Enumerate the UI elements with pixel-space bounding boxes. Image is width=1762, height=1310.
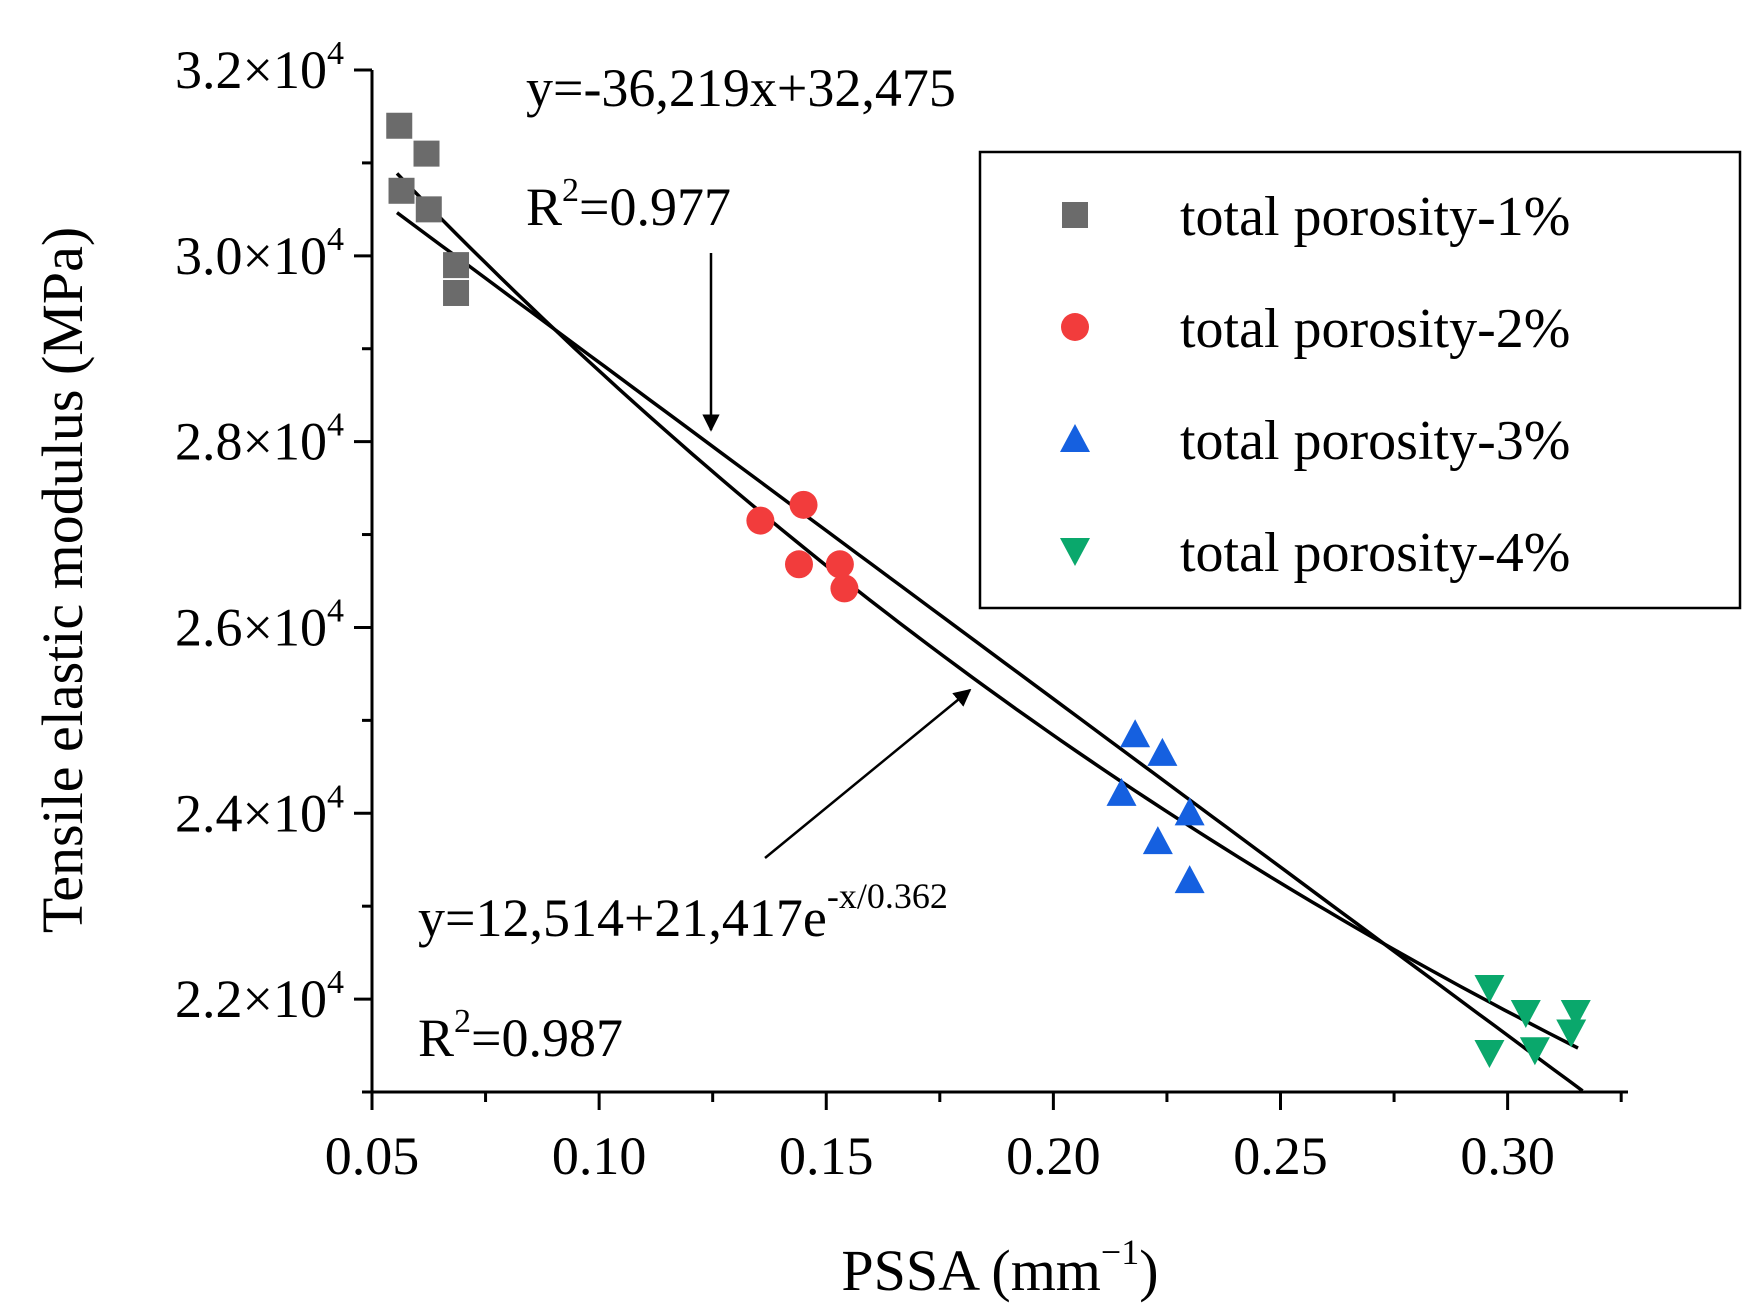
legend-items: total porosity-1% total porosity-2% total … xyxy=(1060,186,1570,584)
data-point-series-2 xyxy=(789,490,818,519)
exp-fit-equation: y=12,514+21,417e-x/0.362 xyxy=(418,876,948,948)
x-tick-label: 0.25 xyxy=(1233,1126,1328,1186)
data-point-series-1 xyxy=(443,252,470,279)
x-tick-label: 0.20 xyxy=(1006,1126,1101,1186)
y-tick-label: 3.2×104 xyxy=(175,35,344,100)
data-point-series-3 xyxy=(1120,719,1151,748)
x-tick-label: 0.30 xyxy=(1460,1126,1555,1186)
data-point-series-2 xyxy=(825,550,854,579)
y-tick-label: 2.8×104 xyxy=(175,407,344,472)
data-point-series-2 xyxy=(830,574,859,603)
data-points xyxy=(386,112,1591,1068)
legend-marker-4 xyxy=(1060,538,1090,566)
y-tick-label: 2.2×104 xyxy=(175,964,344,1029)
exp-fit-arrow xyxy=(764,688,972,859)
linear-fit-equation: y=-36,219x+32,475 xyxy=(526,58,956,118)
data-point-series-4 xyxy=(1556,1019,1587,1048)
x-axis-ticks: 0.05 0.10 0.15 0.20 0.25 0.30 xyxy=(325,1092,1623,1186)
data-point-series-3 xyxy=(1174,797,1205,826)
legend-label-1: total porosity-1% xyxy=(1180,186,1570,248)
data-point-series-1 xyxy=(386,112,413,139)
fit-lines xyxy=(395,172,1584,1093)
data-point-series-1 xyxy=(443,279,470,306)
x-axis-title: PSSA (mm−1) xyxy=(841,1232,1158,1303)
legend-label-3: total porosity-3% xyxy=(1180,410,1570,472)
data-point-series-2 xyxy=(784,550,813,579)
data-point-series-3 xyxy=(1147,737,1178,766)
data-point-series-4 xyxy=(1474,1039,1505,1068)
legend-box xyxy=(978,150,1742,610)
x-tick-label: 0.10 xyxy=(552,1126,647,1186)
data-point-series-4 xyxy=(1519,1037,1550,1066)
data-point-series-4 xyxy=(1474,974,1505,1003)
y-axis-title: Tensile elastic modulus (MPa) xyxy=(30,227,95,933)
x-tick-label: 0.15 xyxy=(779,1126,874,1186)
axes xyxy=(370,70,1628,1094)
data-point-series-2 xyxy=(746,506,775,535)
data-point-series-1 xyxy=(413,140,440,167)
linear-fit-r2: R2=0.977 xyxy=(526,172,731,237)
data-point-series-4 xyxy=(1560,1000,1591,1029)
y-tick-label: 2.4×104 xyxy=(175,778,344,843)
legend-marker-1 xyxy=(1062,202,1088,228)
legend: total porosity-1% total porosity-2% total … xyxy=(978,150,1742,610)
y-tick-label: 2.6×104 xyxy=(175,592,344,657)
x-tick-label: 0.05 xyxy=(325,1126,420,1186)
exp-fit-r2: R2=0.987 xyxy=(418,1003,623,1068)
legend-label-2: total porosity-2% xyxy=(1180,298,1570,360)
data-point-series-3 xyxy=(1142,826,1173,855)
data-point-series-3 xyxy=(1174,865,1205,894)
y-axis-ticks: 2.2×104 2.4×104 2.6×104 2.8×104 3.0×104 3.2×1… xyxy=(175,35,372,1094)
legend-label-4: total porosity-4% xyxy=(1180,522,1570,584)
data-point-series-3 xyxy=(1106,777,1137,806)
data-point-series-1 xyxy=(415,196,442,223)
data-point-series-1 xyxy=(388,177,415,204)
legend-marker-2 xyxy=(1061,313,1089,341)
legend-marker-3 xyxy=(1060,424,1090,452)
exponential-fit-line xyxy=(395,172,1579,1050)
y-tick-label: 3.0×104 xyxy=(175,221,344,286)
data-point-series-4 xyxy=(1510,1000,1541,1029)
